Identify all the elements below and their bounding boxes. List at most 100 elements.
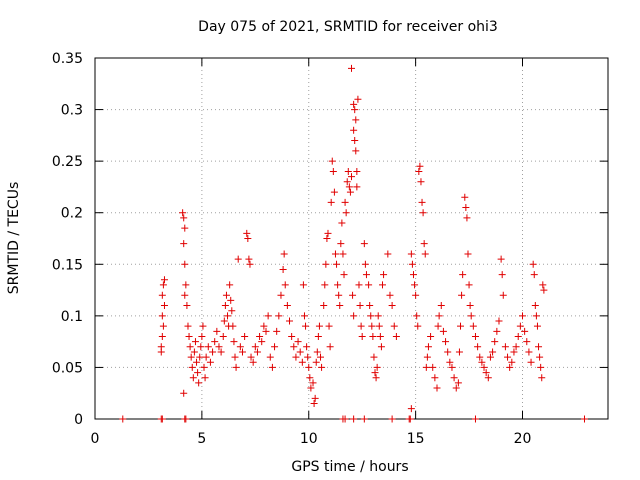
data-point [386,291,394,299]
data-point [334,281,342,289]
data-point [506,363,514,371]
data-point [159,281,167,289]
y-tick-label: 0.15 [52,257,83,273]
y-tick-label: 0.35 [52,51,83,67]
chart-title: Day 075 of 2021, SRMTID for receiver ohi… [198,19,498,35]
data-point [413,312,421,320]
data-point [450,374,458,382]
data-point [523,338,531,346]
data-point [340,271,348,279]
data-point [457,322,465,330]
data-point [348,173,355,181]
data-point [300,312,308,320]
data-point [209,348,217,356]
y-tick-label: 0.3 [61,103,83,119]
data-point [531,302,539,310]
data-point [497,255,505,263]
data-point [228,307,236,315]
data-point [392,332,400,340]
data-point [341,198,349,206]
y-axis-label: SRMTID / TECUs [6,182,22,295]
data-point [342,209,350,217]
data-point [185,332,193,340]
data-point [429,363,437,371]
data-point [380,271,388,279]
data-point [371,369,379,377]
data-point [514,332,522,340]
data-point [183,302,191,310]
data-point [196,353,204,361]
data-point [260,322,268,330]
data-point [373,363,381,371]
data-point [253,348,261,356]
data-point [191,338,199,346]
data-point [521,327,529,335]
data-point [350,312,358,320]
data-point [224,312,232,320]
data-point [444,348,452,356]
data-point [538,374,546,382]
data-point [459,271,467,279]
data-point [256,332,264,340]
data-point [499,291,507,299]
y-tick-label: 0.05 [52,360,83,376]
data-point [480,363,488,371]
data-point [307,384,315,392]
data-point [467,312,475,320]
data-point [448,363,456,371]
data-point [486,353,494,361]
data-point [281,281,289,289]
data-point [193,358,201,366]
data-point [299,281,307,289]
data-point [305,363,313,371]
data-point [433,384,441,392]
data-point [262,327,270,335]
data-point [277,291,285,299]
data-point [407,250,415,258]
data-point [463,214,471,222]
x-tick-label: 0 [91,431,100,447]
data-point [157,343,165,351]
data-point [323,235,331,242]
data-point [236,343,244,351]
data-point [329,167,337,175]
data-point [435,312,443,320]
data-point [416,162,424,170]
data-point [491,338,499,346]
data-point [220,317,228,325]
data-point [464,250,472,258]
data-point [532,312,540,320]
data-point [204,343,212,351]
data-point [462,204,470,212]
data-point [361,260,369,268]
data-point [424,343,432,351]
data-point [181,224,189,232]
data-point [211,338,219,346]
data-point [219,332,227,340]
data-point [294,338,302,346]
data-point [238,348,246,356]
data-point [215,343,223,351]
data-point [271,343,279,351]
x-tick-label: 5 [197,431,206,447]
data-point [322,260,330,268]
data-point [439,327,447,335]
data-point [251,343,259,351]
data-point [529,260,537,268]
data-point [349,291,357,299]
data-point [434,322,442,330]
data-point [280,250,288,258]
data-point [461,193,469,201]
data-point [411,281,419,289]
data-point [339,250,347,258]
data-point [431,374,439,382]
data-point [378,281,386,289]
data-point [350,415,358,423]
data-point [158,291,166,299]
data-point [189,374,197,382]
data-point [182,415,190,423]
data-point [213,327,221,335]
data-point [199,322,207,330]
data-point [356,302,364,310]
data-point [234,255,242,263]
